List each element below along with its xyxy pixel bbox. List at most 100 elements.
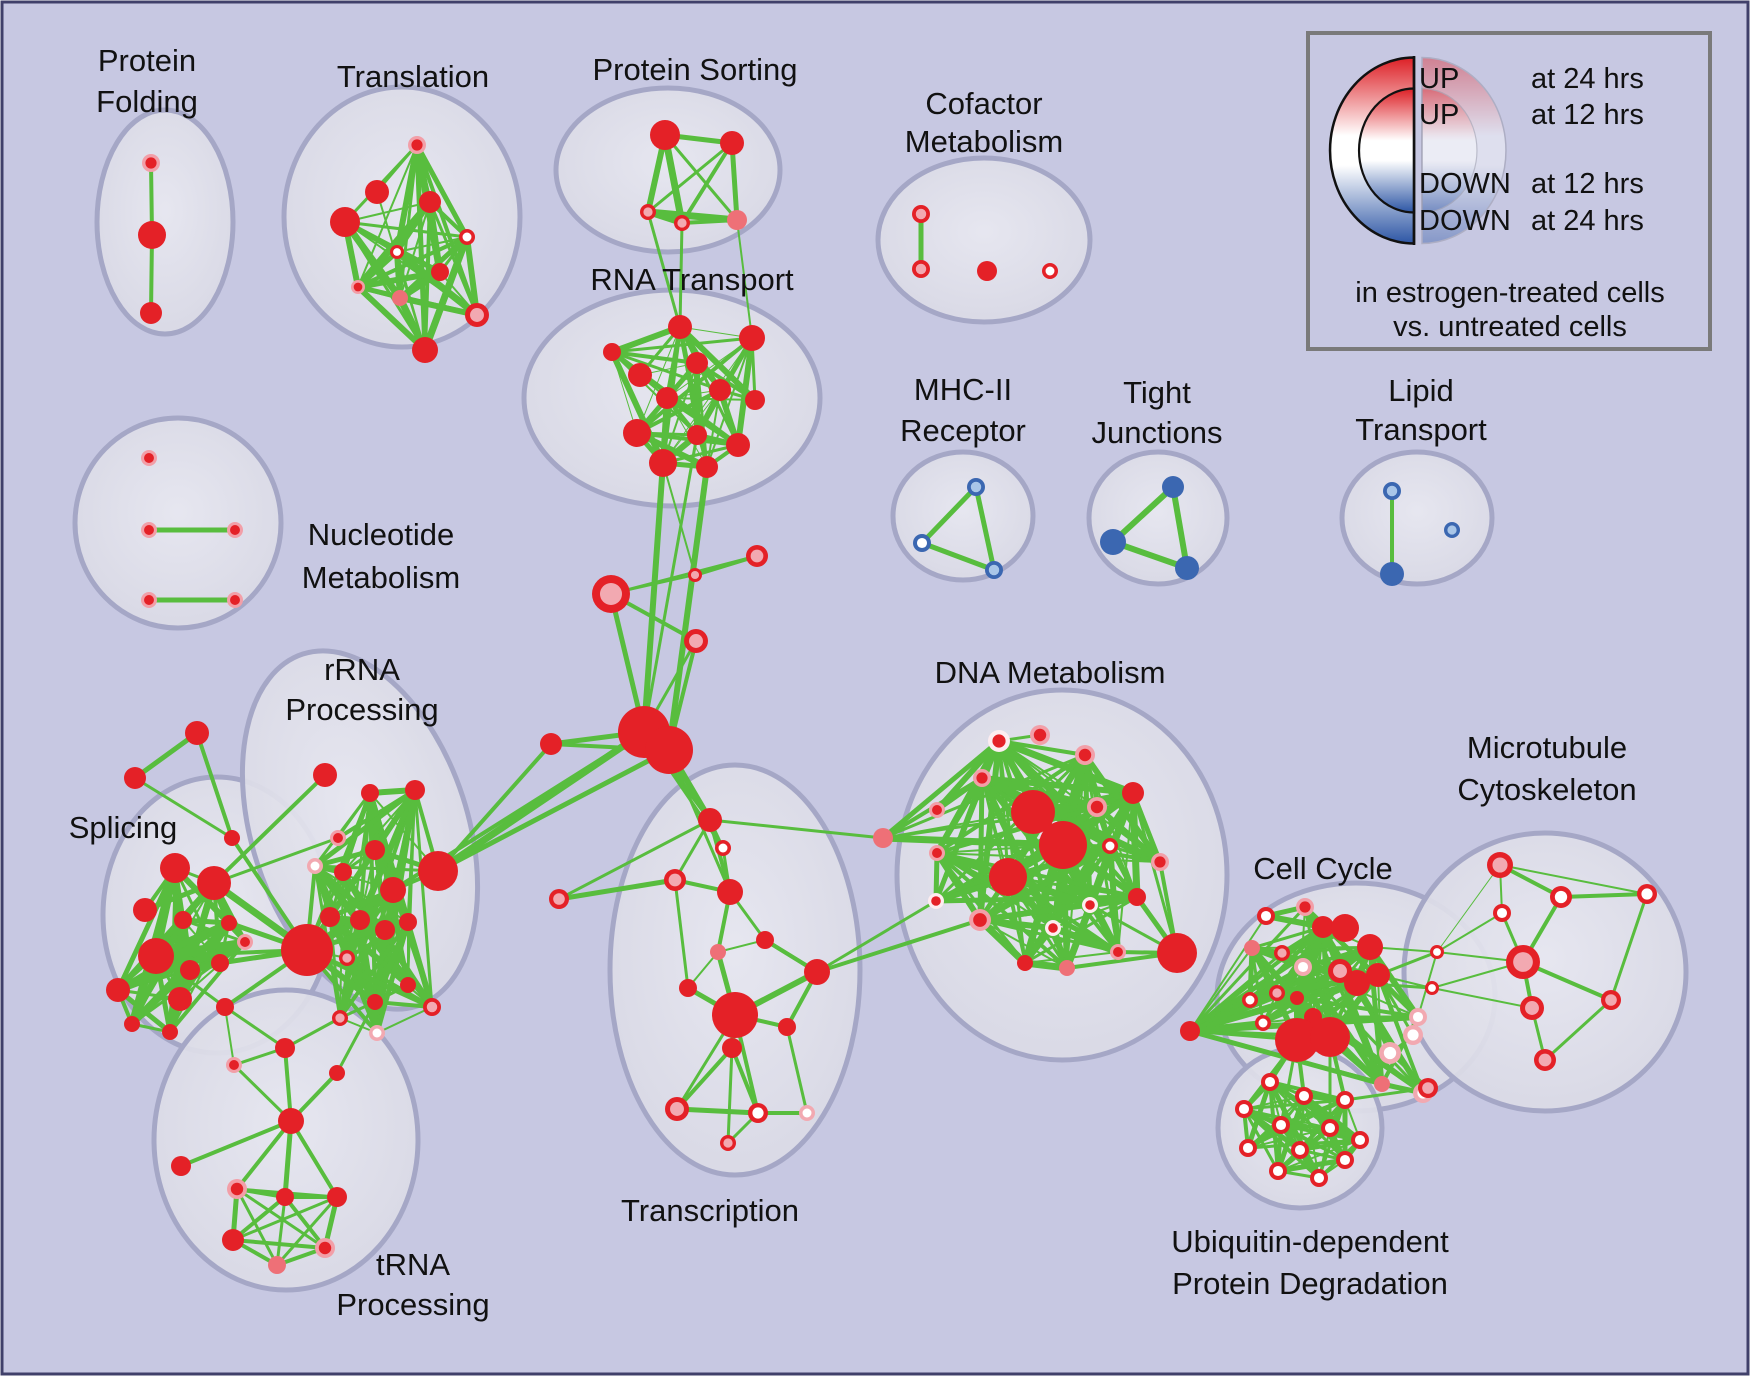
network-node bbox=[334, 863, 352, 881]
cluster-mh-label: Receptor bbox=[900, 413, 1026, 448]
network-edge bbox=[223, 1005, 287, 1050]
network-edge bbox=[933, 894, 1140, 904]
network-edge bbox=[919, 484, 979, 546]
network-node bbox=[668, 315, 692, 339]
network-node-core bbox=[718, 843, 728, 853]
network-node-core bbox=[752, 1107, 764, 1119]
cluster-tj-label: Tight bbox=[1123, 375, 1191, 410]
network-edge bbox=[168, 940, 247, 1034]
network-edge bbox=[1170, 484, 1190, 571]
label-layer: Protein Folding Translation Protein Sorting… bbox=[69, 43, 1637, 1322]
network-node bbox=[140, 302, 162, 324]
network-node bbox=[171, 1156, 191, 1176]
network-node bbox=[1180, 1021, 1200, 1041]
network-edge bbox=[393, 248, 481, 319]
network-node bbox=[124, 767, 146, 789]
network-edge bbox=[673, 878, 690, 990]
network-node-core bbox=[1272, 1165, 1284, 1177]
network-edge bbox=[414, 142, 470, 240]
network-node bbox=[365, 180, 389, 204]
network-node-core bbox=[1242, 1142, 1254, 1154]
network-edge bbox=[1006, 875, 1139, 899]
network-node-core bbox=[976, 772, 988, 784]
network-node-core bbox=[988, 564, 1000, 576]
network-node-core bbox=[1447, 525, 1457, 535]
network-edge bbox=[345, 920, 410, 960]
network-edge bbox=[1052, 896, 1138, 929]
network-edge bbox=[372, 919, 411, 1005]
cluster-nm-label: Metabolism bbox=[302, 560, 461, 595]
cluster-nm-ellipse bbox=[72, 415, 284, 631]
legend-ring-inner-left-icon bbox=[1357, 87, 1416, 214]
network-edge bbox=[556, 877, 678, 902]
network-edge bbox=[1268, 1080, 1347, 1162]
cluster-sp-label: Splicing bbox=[69, 810, 178, 845]
network-node-core bbox=[145, 157, 157, 169]
node-layer bbox=[106, 120, 1657, 1274]
network-edge bbox=[231, 1238, 327, 1250]
network-node bbox=[380, 877, 406, 903]
network-edge bbox=[708, 818, 885, 840]
network-edge bbox=[195, 731, 234, 840]
network-edge bbox=[611, 351, 698, 436]
network-node bbox=[650, 120, 680, 150]
network-edge bbox=[132, 730, 200, 781]
network-node-core bbox=[916, 537, 928, 549]
network-node bbox=[726, 433, 750, 457]
legend-up12-label: UP bbox=[1419, 99, 1459, 131]
network-node-core bbox=[1272, 988, 1282, 998]
network-node-core bbox=[372, 1028, 382, 1038]
network-node bbox=[628, 363, 652, 387]
network-edge bbox=[678, 221, 684, 329]
network-edge bbox=[736, 219, 753, 339]
network-node-core bbox=[230, 595, 240, 605]
cluster-pf-label: Protein bbox=[98, 43, 196, 78]
network-node bbox=[717, 879, 743, 905]
network-edge bbox=[1298, 1138, 1362, 1152]
network-node bbox=[405, 780, 425, 800]
network-edge bbox=[635, 388, 722, 435]
network-edge bbox=[666, 397, 756, 401]
cluster-tn-label: tRNA bbox=[376, 1247, 450, 1282]
network-node bbox=[804, 959, 830, 985]
network-edge bbox=[680, 141, 734, 225]
network-node bbox=[712, 992, 758, 1038]
network-edge bbox=[919, 540, 997, 573]
network-edge bbox=[373, 1000, 434, 1009]
network-edge bbox=[1559, 892, 1649, 899]
network-node-core bbox=[1492, 857, 1508, 873]
network-edge bbox=[675, 1046, 734, 1111]
network-edge bbox=[1275, 1157, 1348, 1174]
network-edge bbox=[1543, 998, 1613, 1062]
legend-box: UP at 24 hrs UP at 12 hrs DOWN at 12 hrs… bbox=[1306, 31, 1712, 351]
network-node bbox=[412, 337, 438, 363]
network-edge bbox=[1279, 1123, 1362, 1142]
network-node bbox=[168, 987, 192, 1011]
network-node bbox=[275, 1038, 295, 1058]
network-edge bbox=[610, 350, 722, 392]
legend-down12-time: at 12 hrs bbox=[1531, 168, 1644, 200]
network-node bbox=[756, 931, 774, 949]
legend-down24-label: DOWN bbox=[1419, 205, 1511, 237]
network-node bbox=[419, 191, 441, 213]
network-node bbox=[124, 1016, 140, 1032]
network-node bbox=[1017, 955, 1033, 971]
network-edge bbox=[1436, 864, 1501, 953]
network-edge bbox=[1376, 973, 1425, 1095]
network-node-core bbox=[1641, 888, 1653, 900]
network-edge bbox=[428, 200, 479, 317]
network-node bbox=[1039, 821, 1087, 869]
network-node bbox=[174, 911, 192, 929]
network-node bbox=[649, 449, 677, 477]
network-edge bbox=[1107, 843, 1140, 900]
network-edge bbox=[212, 773, 327, 885]
network-edge bbox=[275, 1195, 339, 1267]
network-node-core bbox=[1275, 1119, 1287, 1131]
network-node bbox=[281, 924, 333, 976]
network-edge bbox=[1247, 945, 1255, 1003]
network-node-core bbox=[1045, 266, 1055, 276]
network-node bbox=[350, 910, 370, 930]
network-node-core bbox=[1277, 948, 1287, 958]
network-edge bbox=[729, 140, 740, 223]
